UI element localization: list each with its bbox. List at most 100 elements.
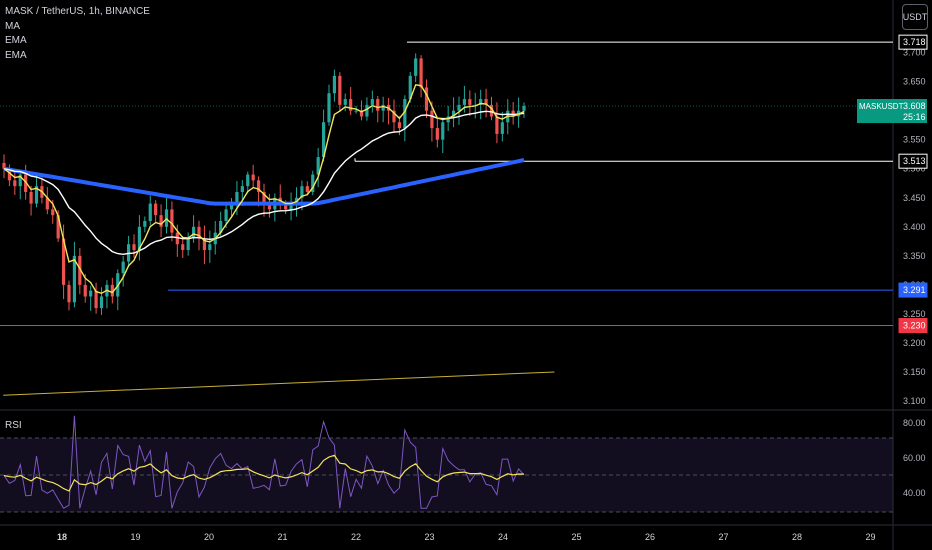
candle-body [484,99,488,105]
rsi-tick-label: 40.00 [903,488,926,498]
candle-body [262,191,266,204]
candle-body [321,122,326,158]
candle-body [289,203,293,210]
current-symbol-label: MASKUSDT [859,102,904,111]
current-price-tag [857,99,927,124]
candle-body [224,209,228,221]
candle-body [34,186,39,204]
candle-body [45,197,49,210]
candle-body [457,104,461,111]
candle-body [24,174,28,192]
candle-body [419,58,423,88]
candle-body [229,203,234,210]
candle-body [191,226,196,239]
candle-body [170,209,174,233]
time-tick-label: 29 [865,532,875,542]
candle-body [500,122,504,134]
candle-body [148,203,152,221]
candle-body [83,284,87,297]
candle-body [61,238,66,285]
candle-body [376,99,380,111]
candle-body [300,186,304,198]
rsi-tick-label: 60.00 [903,453,926,463]
candle-body [332,75,337,94]
candle-body [305,186,309,192]
candle-body [51,209,55,216]
candle-body [311,174,315,192]
candle-body [175,232,179,245]
indicator-ma-label[interactable]: MA [5,20,20,32]
price-tick-label: 3.650 [903,77,926,87]
ma-long-line [3,158,525,206]
candle-body [424,87,429,111]
candle-body [435,128,439,140]
candle-body [343,99,347,105]
candle-body [316,157,320,175]
chart-legend: MASK / TetherUS, 1h, BINANCE MA EMA EMA [5,5,150,63]
candle-body [143,221,147,227]
indicator-ema-label[interactable]: EMA [5,35,27,46]
time-tick-label: 24 [498,532,508,542]
time-tick-label: 18 [57,532,67,542]
candle-body [462,99,467,105]
candle-body [154,203,158,216]
time-tick-label: 26 [645,532,655,542]
candle-body [451,110,456,117]
rsi-pane-label[interactable]: RSI [5,420,22,431]
candle-body [381,104,385,111]
level-price-label: 3.718 [903,37,926,47]
candle-body [522,106,526,111]
candle-body [240,186,244,192]
candle-body [284,203,288,210]
candle-body [202,238,207,251]
candle-body [511,110,515,117]
candle-body [338,75,342,105]
rsi-tick-label: 80.00 [903,418,926,428]
time-tick-label: 22 [351,532,361,542]
time-tick-label: 28 [792,532,802,542]
level-price-label: 3.230 [903,321,926,331]
candle-body [397,122,402,129]
candle-body [359,110,364,117]
candle-body [137,226,142,251]
indicator-ema-label-2[interactable]: EMA [5,49,27,61]
candle-body [251,174,255,181]
currency-button[interactable]: USDT [902,4,928,30]
level-price-tag [898,153,928,169]
price-tick-label: 3.450 [903,193,926,203]
candle-body [365,104,369,117]
level-price-label: 3.291 [903,285,926,295]
candle-body [354,110,358,112]
candle-body [89,290,93,297]
candle-body [78,255,82,285]
time-tick-label: 19 [130,532,140,542]
candle-body [99,296,104,309]
price-tick-label: 3.100 [903,396,926,406]
candle-body [414,58,418,76]
time-tick-label: 20 [204,532,214,542]
rsi-line [3,415,525,509]
candle-body [495,116,499,134]
candle-body [94,290,98,309]
candle-body [403,99,407,129]
price-tick-label: 3.400 [903,222,926,232]
current-price-value: 3.608 [903,101,926,111]
candle-body [219,221,223,233]
candle-body [29,191,33,204]
candle-body [7,168,12,181]
candle-body [13,180,17,187]
candle-body [246,174,250,187]
rsi-ma-line [3,454,525,492]
price-tick-label: 3.500 [903,164,926,174]
candle-body [408,75,412,100]
candle-body [208,244,212,251]
candle-body [72,255,77,303]
candle-body [186,238,190,251]
candle-body [197,226,201,239]
candle-body [56,215,60,239]
ema-fast-line [3,84,525,295]
bar-countdown: 25:16 [903,112,926,122]
level-price-tag [898,282,928,298]
price-tick-label: 3.700 [903,48,926,58]
